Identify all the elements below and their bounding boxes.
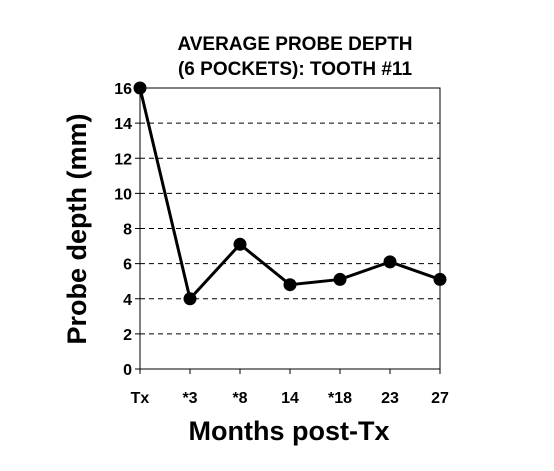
- y-tick-label-12: 12: [114, 151, 132, 168]
- data-point-3: [283, 278, 297, 292]
- data-point-5: [383, 255, 397, 269]
- y-axis-title: Probe depth (mm): [62, 113, 92, 344]
- y-tick-label-6: 6: [123, 257, 132, 274]
- y-tick-label-10: 10: [114, 186, 132, 203]
- data-point-6: [433, 272, 447, 286]
- data-point-4: [333, 272, 347, 286]
- x-axis-title: Months post-Tx: [189, 416, 390, 446]
- plot-area-frame: [139, 87, 441, 370]
- x-tick-label-4: *18: [328, 390, 352, 407]
- data-point-1: [183, 292, 197, 306]
- y-tick-label-8: 8: [123, 222, 132, 239]
- data-point-0: [133, 81, 147, 95]
- y-tick-label-4: 4: [123, 292, 132, 309]
- y-tick-label-0: 0: [123, 362, 132, 379]
- x-tick-label-5: 23: [381, 390, 399, 407]
- x-tick-label-6: 27: [431, 390, 449, 407]
- x-tick-label-0: Tx: [131, 390, 150, 407]
- series-points: [133, 81, 447, 306]
- data-point-2: [233, 237, 247, 251]
- y-tick-label-16: 16: [114, 81, 132, 98]
- x-tick-label-1: *3: [182, 390, 197, 407]
- x-axis-ticks: Tx *3 *8 14 *18 23 27: [131, 369, 449, 407]
- y-tick-label-14: 14: [114, 116, 132, 133]
- y-axis-ticks: 0 2 4 6 8 10 12 14 16: [114, 81, 140, 379]
- chart-title-line-1: AVERAGE PROBE DEPTH: [177, 34, 412, 55]
- x-tick-label-3: 14: [281, 390, 299, 407]
- y-tick-label-2: 2: [123, 327, 132, 344]
- x-tick-label-2: *8: [232, 390, 247, 407]
- chart-title-line-2: (6 POCKETS): TOOTH #11: [178, 59, 412, 80]
